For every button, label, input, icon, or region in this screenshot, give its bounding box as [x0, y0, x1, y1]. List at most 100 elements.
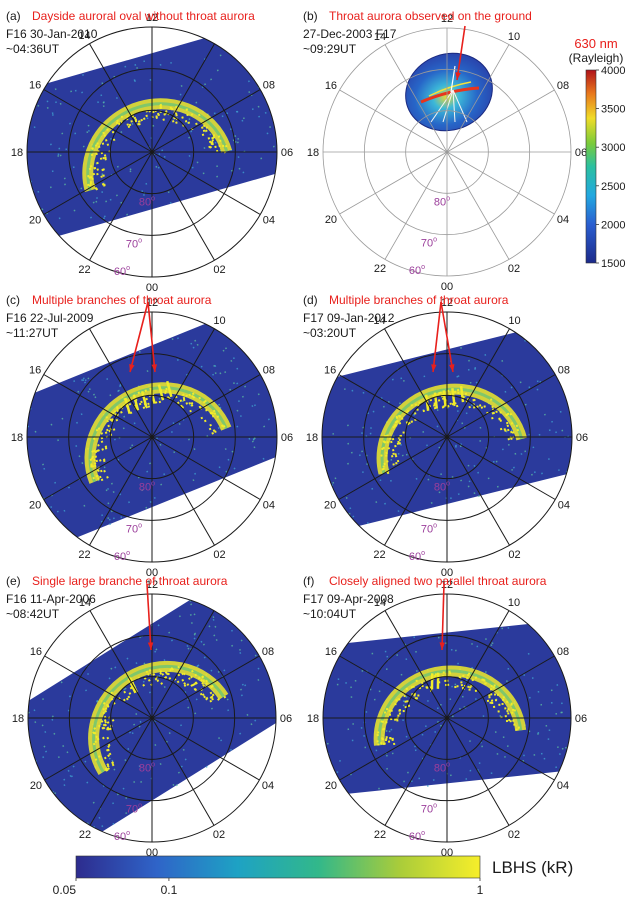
hour-label: 02 [508, 263, 520, 275]
mlt-meridian [446, 89, 555, 153]
latitude-label: 80o [139, 761, 155, 774]
satellite-date: F17 09-Jan-2012 [303, 311, 395, 325]
mlt-meridian [339, 655, 448, 719]
colorbar-title: 630 nm [574, 36, 617, 51]
panel-letter: (a) [6, 9, 21, 23]
latitude-label: 70o [126, 522, 142, 535]
throat-branch [124, 397, 131, 415]
colorbar-unit: (Rayleigh) [569, 51, 624, 65]
mlt-meridian [338, 374, 448, 438]
throat-branch [140, 391, 148, 408]
aurora-arc [420, 86, 480, 104]
hour-label: 22 [78, 264, 90, 276]
throat-ray [442, 89, 454, 123]
hour-label: 08 [557, 646, 569, 658]
panel-title: Closely aligned two parallel throat auro… [329, 574, 547, 588]
mlt-meridian [151, 151, 261, 215]
hour-label: 16 [30, 646, 42, 658]
hour-label: 02 [213, 829, 225, 841]
mlt-meridian [446, 610, 510, 719]
mlt-meridian [43, 89, 153, 153]
panel-letter: (b) [303, 9, 318, 23]
mlt-meridian [89, 151, 153, 261]
panel-a: 12 14 16 18 20 22 00 02 04 06 08 80o 70o 60o (a) Daysid… [6, 9, 293, 294]
colorbar-title: LBHS (kR) [492, 858, 573, 877]
hour-label: 20 [325, 780, 337, 792]
ut-time: ~09:29UT [303, 42, 357, 56]
arrow-line [440, 301, 454, 373]
panel-b: 12 14 16 18 20 22 00 02 04 06 08 10 80o 70o 60o (b) Thro… [303, 9, 587, 293]
latitude-label: 70o [126, 237, 142, 250]
hour-label: 22 [374, 829, 386, 841]
polar-grid [26, 311, 278, 563]
hour-label: 10 [508, 31, 520, 43]
hour-label: 06 [575, 147, 587, 159]
swath-background [323, 613, 571, 801]
mlt-meridian [446, 655, 555, 719]
throat-ray [452, 89, 456, 123]
satellite-date: F16 11-Apr-2006 [6, 592, 96, 606]
latitude-label: 60o [409, 264, 425, 277]
mlt-meridian [89, 328, 153, 438]
arrow-line [432, 301, 442, 373]
hour-label: 12 [441, 297, 453, 309]
mlt-meridian [446, 44, 510, 153]
panel-letter: (e) [6, 574, 21, 588]
hour-label: 06 [280, 713, 292, 725]
hour-label: 18 [306, 432, 318, 444]
mlt-meridian [44, 717, 153, 781]
throat-branch [430, 673, 434, 690]
mlt-meridian [43, 374, 153, 438]
hour-label: 08 [263, 365, 275, 377]
hour-label: 14 [374, 597, 386, 609]
hour-label: 00 [441, 281, 453, 293]
colorbar-gradient [75, 855, 481, 879]
hour-label: 10 [508, 597, 520, 609]
hour-label: 14 [374, 31, 386, 43]
hour-label: 02 [508, 549, 520, 561]
panel-title: Throat aurora observed on the ground [329, 9, 532, 23]
mlt-meridian [151, 717, 260, 781]
hour-label: 12 [146, 579, 158, 591]
hour-label: 06 [575, 713, 587, 725]
colorbar-lbhs: LBHS (kR) 0.05 0.1 1 [53, 855, 573, 897]
hour-label: 20 [325, 214, 337, 226]
panel-title: Dayside auroral oval without throat auro… [32, 9, 255, 23]
colorbar-tick: 3500 [601, 104, 625, 116]
hour-label: 20 [30, 780, 42, 792]
mlt-meridian [384, 717, 448, 826]
latitude-label: 70o [421, 522, 437, 535]
mlt-meridian [151, 374, 261, 438]
arrow-head [151, 364, 157, 372]
hour-label: 06 [281, 432, 293, 444]
mlt-meridian [151, 89, 261, 153]
satellite-date: 27-Dec-2003 F17 [303, 27, 397, 41]
hour-label: 08 [558, 365, 570, 377]
colorbar-630nm: 630 nm(Rayleigh)4000 3500 3000 2500 2000 1500 [569, 36, 626, 270]
hour-label: 16 [29, 80, 41, 92]
panel-letter: (f) [303, 574, 314, 588]
latitude-label: 60o [114, 830, 130, 843]
arrow-head [431, 364, 437, 372]
hour-label: 00 [441, 567, 453, 579]
mlt-meridian [89, 717, 153, 826]
mlt-meridian [151, 436, 261, 500]
latitude-label: 80o [434, 761, 450, 774]
throat-branch [132, 394, 140, 411]
swath-background [322, 312, 572, 542]
colorbar-tick: 1500 [601, 258, 625, 270]
mlt-meridian [384, 610, 448, 719]
latitude-label: 80o [434, 481, 450, 494]
mlt-meridian [44, 655, 153, 719]
hour-label: 10 [508, 315, 520, 327]
mlt-meridian [151, 610, 215, 719]
hour-label: 20 [324, 500, 336, 512]
latitude-label: 60o [409, 830, 425, 843]
panel-letter: (c) [6, 293, 20, 307]
colorbar-tick: 4000 [601, 65, 625, 77]
arrow-head [439, 642, 445, 650]
